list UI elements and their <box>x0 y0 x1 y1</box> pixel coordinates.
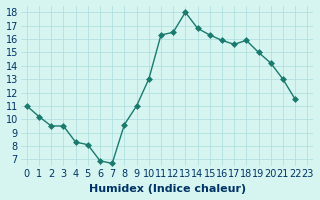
X-axis label: Humidex (Indice chaleur): Humidex (Indice chaleur) <box>89 184 246 194</box>
